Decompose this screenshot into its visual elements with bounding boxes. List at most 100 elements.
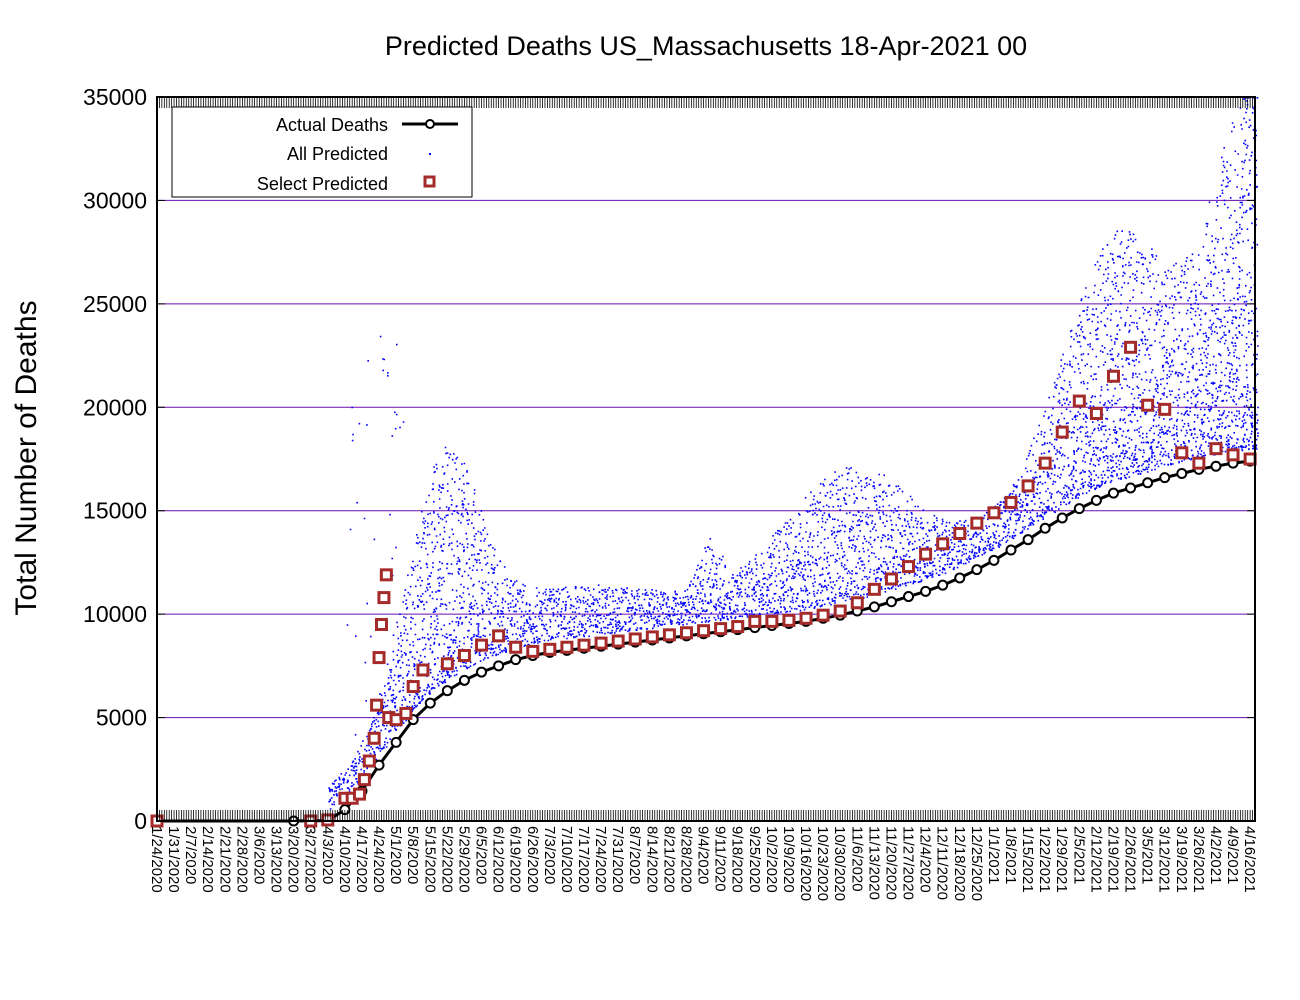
select-predicted-point xyxy=(406,680,420,694)
actual-deaths-point xyxy=(1073,503,1085,515)
actual-deaths-point xyxy=(1107,487,1119,499)
select-predicted-point xyxy=(765,614,779,628)
y-tick-label: 30000 xyxy=(83,187,147,213)
actual-deaths-point xyxy=(1090,494,1102,506)
actual-deaths-point xyxy=(1142,477,1154,489)
x-tick-label: 2/28/2020 xyxy=(233,826,250,893)
x-tick-label: 1/31/2020 xyxy=(165,826,182,893)
y-axis-label: Total Number of Deaths xyxy=(10,300,43,615)
x-tick-label: 2/7/2020 xyxy=(182,826,199,884)
x-tick-label: 1/15/2021 xyxy=(1019,826,1036,893)
select-predicted-point xyxy=(1055,425,1069,439)
select-predicted-point xyxy=(611,634,625,648)
select-predicted-point xyxy=(833,604,847,618)
x-tick-label: 10/30/2020 xyxy=(831,826,848,901)
select-predicted-point xyxy=(416,663,430,677)
x-tick-label: 9/4/2020 xyxy=(695,826,712,884)
legend-swatch-actual-marker xyxy=(425,119,435,129)
legend-swatch-select-predicted xyxy=(423,175,436,188)
x-tick-label: 6/19/2020 xyxy=(507,826,524,893)
select-predicted-point xyxy=(1038,456,1052,470)
select-predicted-point xyxy=(850,596,864,610)
x-tick-label: 4/3/2020 xyxy=(319,826,336,884)
x-tick-label: 12/4/2020 xyxy=(917,826,934,893)
select-predicted-point xyxy=(374,617,388,631)
select-predicted-point xyxy=(714,622,728,636)
legend-label-actual: Actual Deaths xyxy=(276,115,388,135)
actual-deaths-point xyxy=(510,654,522,666)
y-tick-label: 15000 xyxy=(83,498,147,524)
actual-deaths-point xyxy=(937,579,949,591)
select-predicted-point xyxy=(379,568,393,582)
x-tick-label: 2/26/2021 xyxy=(1122,826,1139,893)
select-predicted-point xyxy=(731,620,745,634)
select-predicted-point xyxy=(1175,446,1189,460)
select-predicted-point xyxy=(884,572,898,586)
legend-swatch-all-predicted xyxy=(429,153,431,155)
select-predicted-point xyxy=(1243,452,1257,466)
select-predicted-point xyxy=(377,591,391,605)
predicted-dots-layer xyxy=(328,97,1259,810)
select-predicted-point xyxy=(782,613,796,627)
select-predicted-point xyxy=(475,638,489,652)
select-predicted-point xyxy=(577,638,591,652)
x-tick-label: 3/19/2021 xyxy=(1173,826,1190,893)
x-tick-label: 4/10/2020 xyxy=(336,826,353,893)
x-tick-label: 4/17/2020 xyxy=(353,826,370,893)
select-predicted-point xyxy=(1124,340,1138,354)
select-predicted-layer xyxy=(150,340,1257,828)
actual-deaths-point xyxy=(988,554,1000,566)
x-tick-label: 5/8/2020 xyxy=(404,826,421,884)
actual-deaths-point xyxy=(476,666,488,678)
select-predicted-point xyxy=(1226,448,1240,462)
select-predicted-point xyxy=(526,644,540,658)
select-predicted-point xyxy=(367,731,381,745)
select-predicted-point xyxy=(370,698,384,712)
actual-deaths-point xyxy=(954,572,966,584)
select-predicted-point xyxy=(936,537,950,551)
select-predicted-point xyxy=(645,630,659,644)
x-tick-label: 2/19/2021 xyxy=(1104,826,1121,893)
x-tick-label: 12/18/2020 xyxy=(951,826,968,901)
actual-deaths-point xyxy=(868,601,880,613)
x-tick-label: 3/6/2020 xyxy=(250,826,267,884)
actual-deaths-point xyxy=(458,674,470,686)
actual-deaths-point xyxy=(493,660,505,672)
legend-box xyxy=(171,106,473,198)
y-tick-label: 20000 xyxy=(83,394,147,420)
x-tick-label: 6/5/2020 xyxy=(473,826,490,884)
actual-deaths-point xyxy=(1039,522,1051,534)
select-predicted-point xyxy=(1192,456,1206,470)
x-tick-label: 1/8/2021 xyxy=(1002,826,1019,884)
x-tick-label: 7/3/2020 xyxy=(541,826,558,884)
x-tick-label: 5/1/2020 xyxy=(387,826,404,884)
x-tick-label: 5/22/2020 xyxy=(438,826,455,893)
select-predicted-point xyxy=(799,611,813,625)
x-tick-label: 10/23/2020 xyxy=(814,826,831,901)
x-tick-label: 2/21/2020 xyxy=(216,826,233,893)
actual-deaths-point xyxy=(1022,534,1034,546)
actual-deaths-point xyxy=(885,596,897,608)
y-tick-label: 0 xyxy=(134,808,147,834)
actual-deaths-point xyxy=(1159,472,1171,484)
actual-deaths-point xyxy=(1005,544,1017,556)
actual-deaths-point xyxy=(373,759,385,771)
select-predicted-point xyxy=(953,526,967,540)
x-tick-label: 8/21/2020 xyxy=(660,826,677,893)
x-tick-label: 12/11/2020 xyxy=(934,826,951,900)
select-predicted-point xyxy=(679,626,693,640)
x-tick-label: 2/14/2020 xyxy=(199,826,216,893)
x-tick-label: 9/25/2020 xyxy=(746,826,763,893)
actual-deaths-point xyxy=(441,685,453,697)
x-tick-label: 3/5/2021 xyxy=(1139,826,1156,884)
select-predicted-point xyxy=(372,651,386,665)
x-tick-label: 1/22/2021 xyxy=(1036,826,1053,893)
actual-deaths-point xyxy=(920,585,932,597)
x-tick-label: 6/26/2020 xyxy=(524,826,541,893)
x-tick-label: 7/24/2020 xyxy=(592,826,609,893)
select-predicted-point xyxy=(1004,495,1018,509)
x-tick-label: 11/27/2020 xyxy=(900,826,917,900)
select-predicted-point xyxy=(1089,406,1103,420)
